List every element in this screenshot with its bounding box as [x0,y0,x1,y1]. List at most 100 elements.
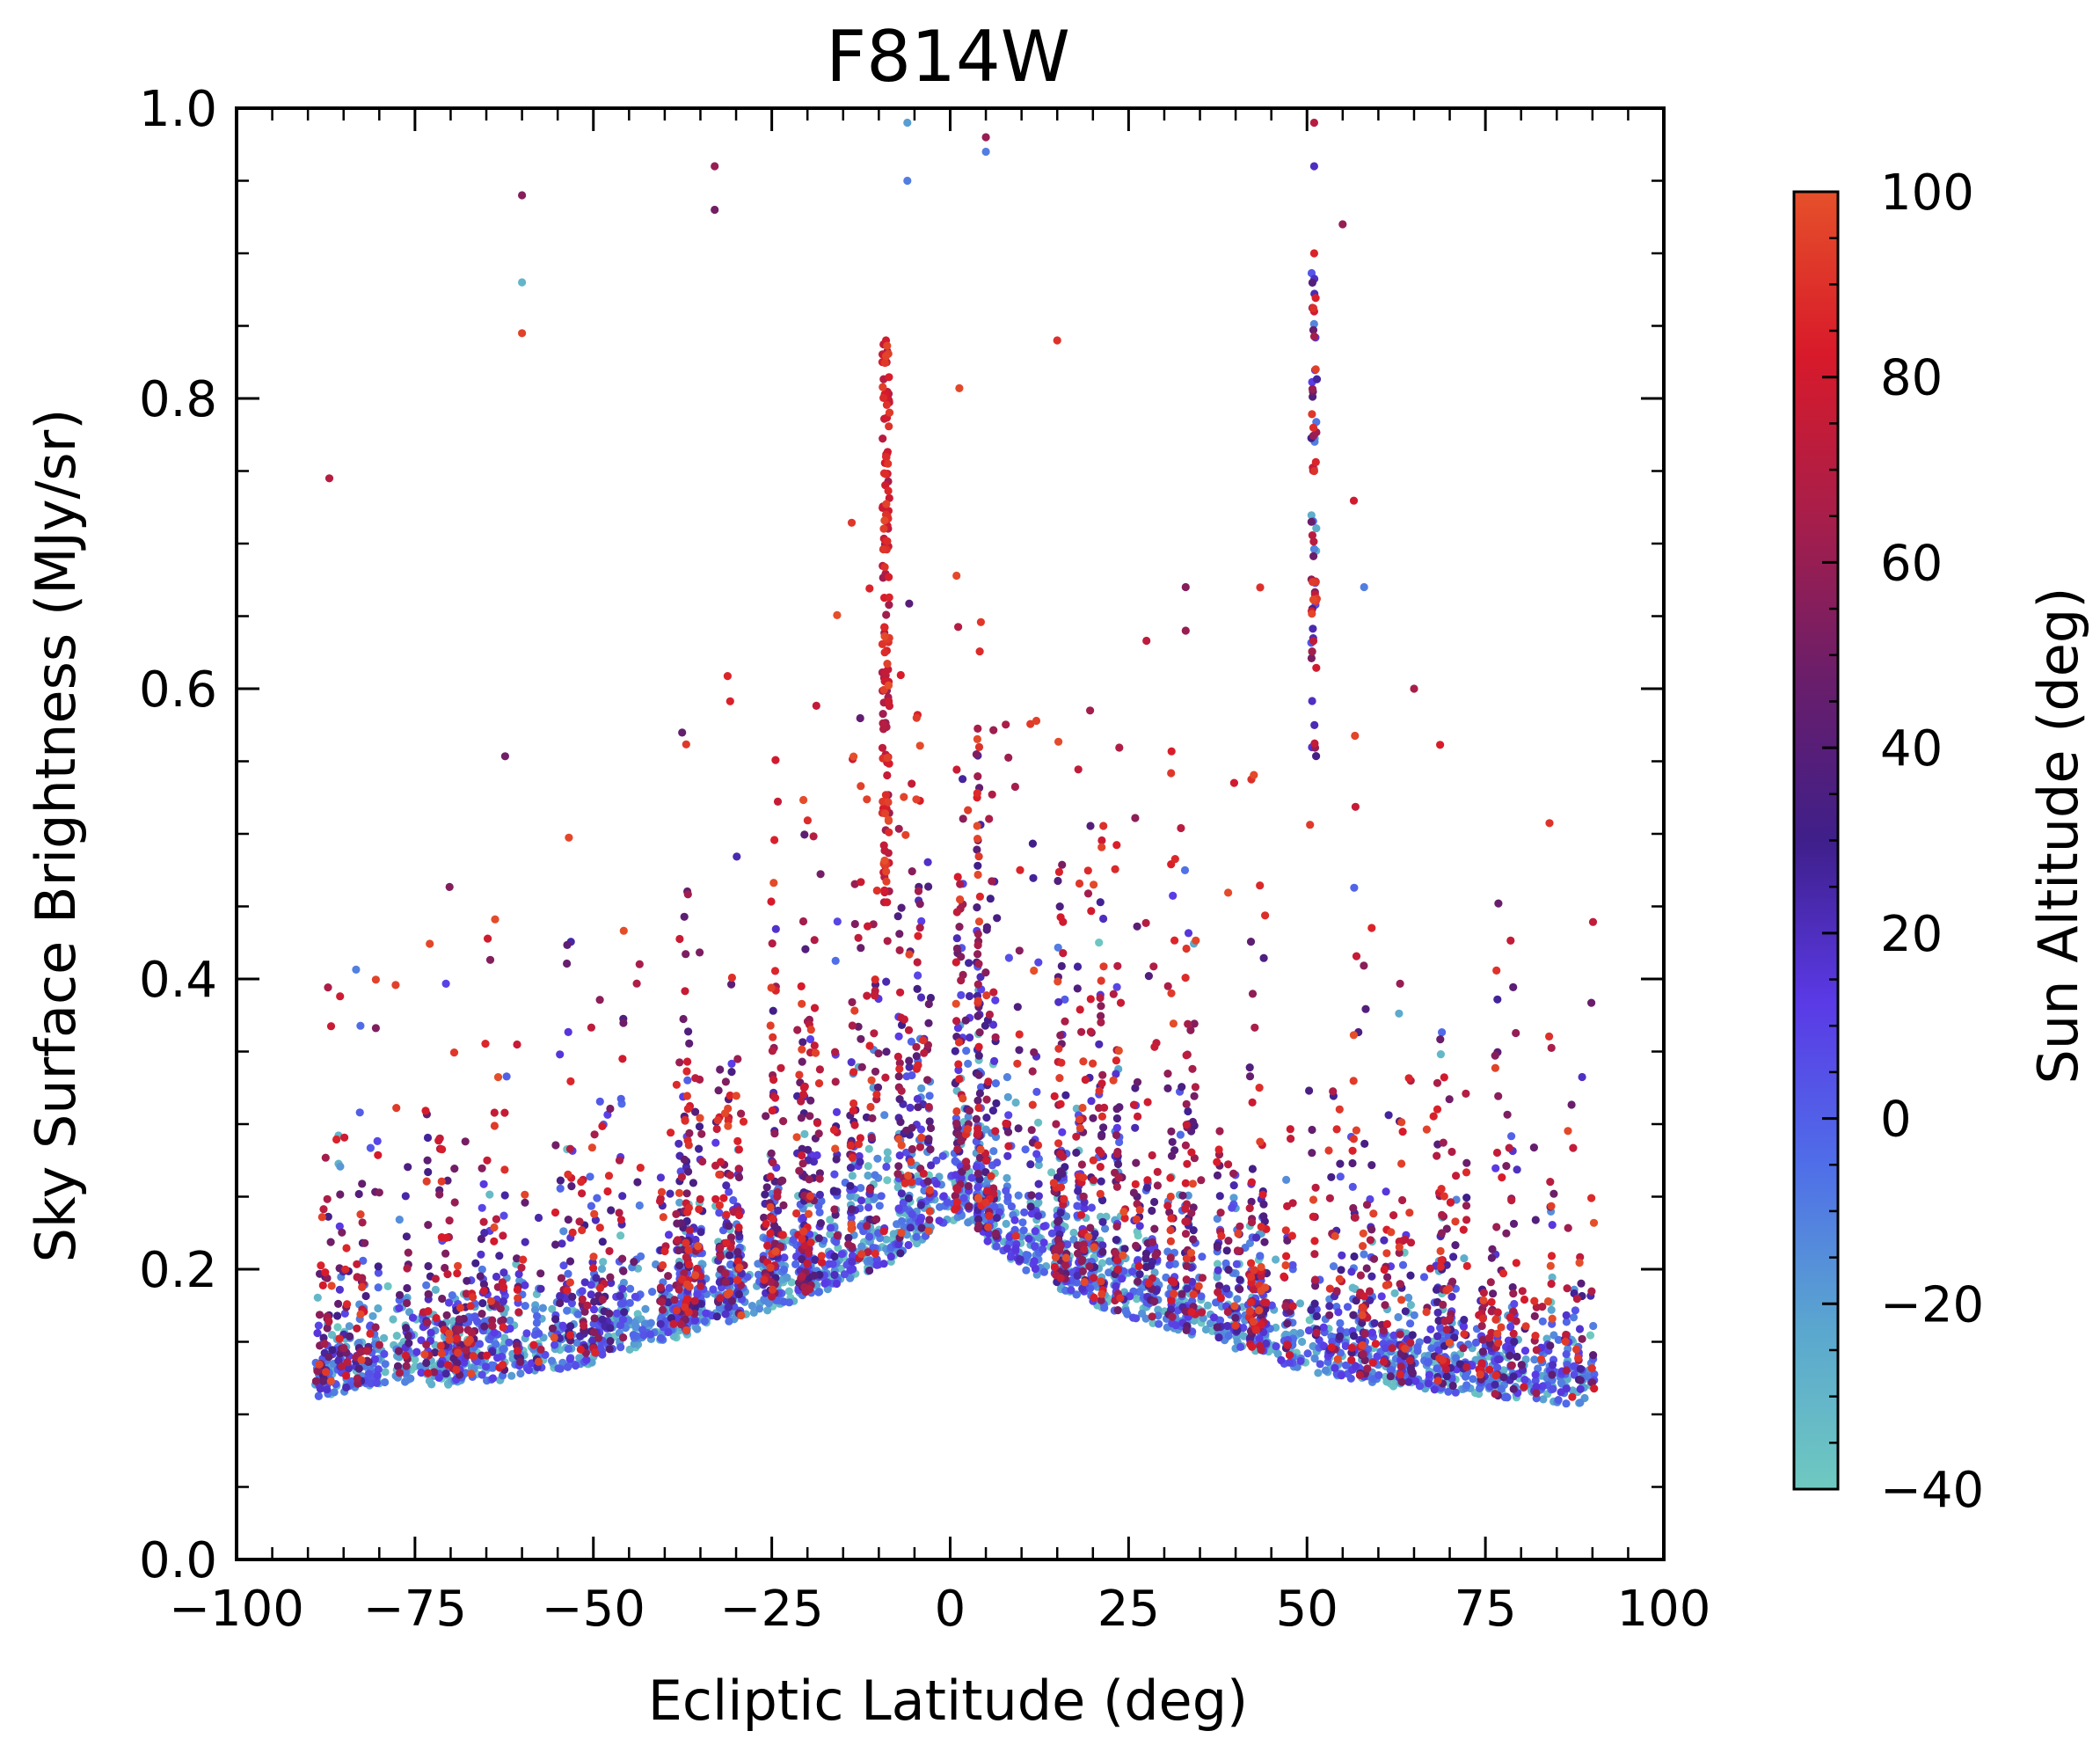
scatter-point [361,1291,370,1301]
scatter-point [495,1252,504,1260]
scatter-point [1492,1148,1502,1158]
scatter-point [1495,1355,1504,1363]
scatter-point [873,1154,882,1163]
scatter-point [965,1202,973,1211]
scatter-point [1191,1083,1199,1092]
scatter-point [1462,1194,1471,1202]
scatter-point [906,1103,915,1112]
scatter-point [1509,1372,1518,1381]
scatter-point [734,1223,743,1232]
scatter-point [564,1269,572,1278]
scatter-point [1080,1245,1089,1254]
scatter-point [1072,1290,1081,1299]
scatter-point [959,814,967,823]
scatter-point [1197,1292,1206,1301]
scatter-point [830,1170,839,1179]
scatter-point [1113,1265,1123,1274]
scatter-point [318,1281,327,1289]
scatter-point [343,1358,352,1367]
scatter-point [1398,1195,1407,1205]
scatter-point [667,1128,675,1137]
scatter-point [965,991,974,1001]
scatter-point [798,1038,807,1047]
scatter-point [1134,1277,1142,1286]
scatter-point [606,1104,615,1114]
scatter-point [974,960,983,968]
scatter-point [831,956,840,965]
scatter-point [685,1226,695,1235]
scatter-point [771,924,780,933]
scatter-point [1395,1009,1404,1018]
scatter-point [896,1249,905,1258]
scatter-point [953,1185,962,1194]
scatter-point [1148,1238,1157,1246]
scatter-point [490,1237,499,1245]
scatter-point [1061,1017,1069,1026]
scatter-point [1360,1292,1368,1301]
scatter-point [954,1060,963,1069]
scatter-point [311,1377,320,1385]
scatter-point [380,1333,389,1342]
scatter-point [882,1235,891,1244]
scatter-point [1123,1310,1132,1318]
scatter-point [1024,1234,1033,1243]
scatter-point [680,912,689,921]
scatter-point [712,1312,722,1321]
scatter-point [893,912,902,921]
scatter-point [1429,1112,1438,1121]
scatter-point [1398,1260,1408,1269]
scatter-point [973,950,982,959]
scatter-point [1131,814,1140,822]
scatter-point [810,1041,819,1050]
scatter-point [1520,1376,1529,1384]
scatter-point [615,1209,623,1217]
scatter-point [606,1324,615,1333]
scatter-point [1143,1098,1152,1107]
scatter-point [743,1273,752,1282]
scatter-point [598,1350,607,1359]
scatter-point [1144,1279,1153,1288]
scatter-point [1494,899,1503,908]
scatter-point [319,1205,328,1214]
scatter-point [954,623,963,632]
scatter-point [1184,929,1193,938]
scatter-point [633,1178,642,1187]
scatter-point [1312,524,1321,533]
scatter-point [334,1299,343,1308]
scatter-point [1163,982,1172,990]
scatter-point [1325,1194,1334,1202]
scatter-point [326,1238,335,1246]
scatter-point [1486,1278,1495,1287]
scatter-point [484,934,492,943]
scatter-point [680,1155,689,1164]
scatter-point [1150,1296,1159,1306]
scatter-point [1356,1271,1365,1280]
scatter-point [1153,1167,1162,1176]
scatter-point [820,1279,829,1288]
scatter-point [754,1270,763,1279]
scatter-point [548,1304,557,1313]
scatter-point [1304,1326,1314,1335]
scatter-point [770,1093,780,1102]
scatter-point [973,1183,982,1192]
scatter-point [737,1109,746,1118]
scatter-point [726,697,734,705]
scatter-point [664,1231,674,1239]
scatter-point [848,1021,857,1030]
scatter-point [1002,720,1010,729]
scatter-point [1076,1005,1084,1014]
scatter-point [696,1194,704,1203]
scatter-point [1546,1178,1555,1187]
scatter-point [633,1264,643,1273]
scatter-point [985,1010,994,1019]
scatter-point [314,1321,323,1330]
scatter-point [1382,1344,1390,1353]
scatter-point [551,1315,560,1324]
scatter-point [598,1296,607,1304]
scatter-point [1198,1253,1207,1261]
scatter-point [1502,1162,1511,1171]
scatter-point [1072,1132,1081,1141]
scatter-point [521,1238,529,1246]
scatter-point [442,1311,451,1319]
